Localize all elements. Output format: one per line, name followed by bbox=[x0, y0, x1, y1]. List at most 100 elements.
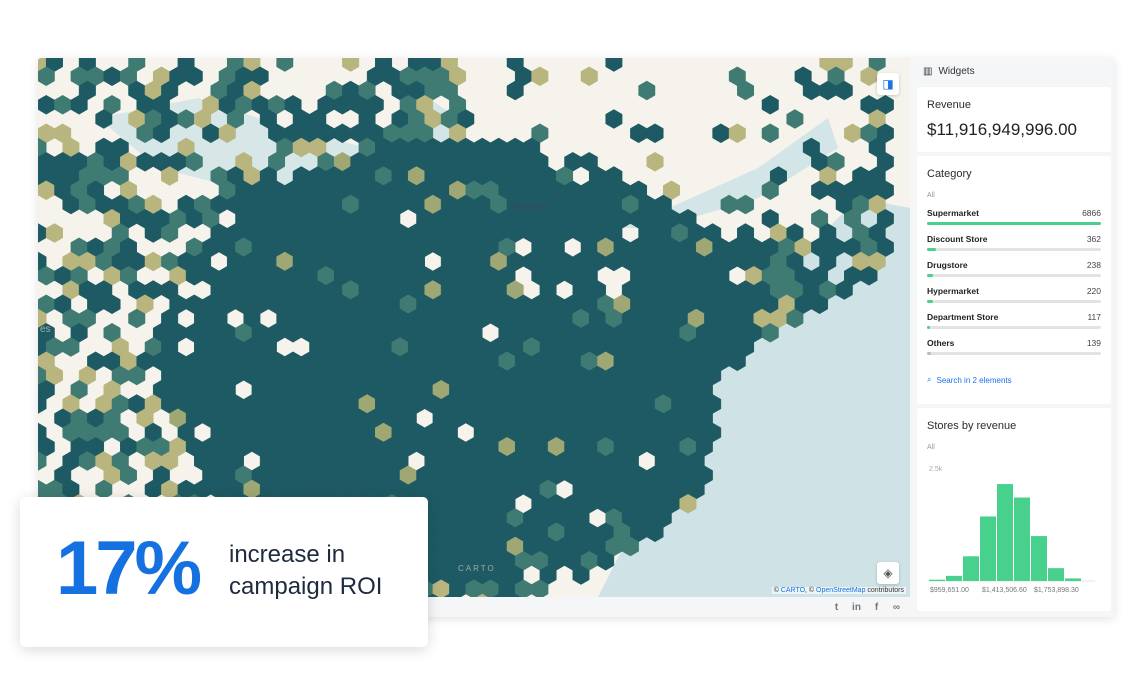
histogram-bar[interactable] bbox=[929, 579, 945, 581]
hex-cell[interactable] bbox=[761, 323, 779, 343]
revenue-value: $11,916,949,996.00 bbox=[927, 120, 1077, 139]
category-count: 362 bbox=[1086, 234, 1101, 244]
hex-cell[interactable] bbox=[728, 351, 746, 372]
facebook-icon[interactable]: f bbox=[874, 601, 879, 613]
histogram-bar[interactable] bbox=[997, 484, 1013, 581]
widgets-panel: ▥ Widgets Revenue $11,916,949,996.00 Cate… bbox=[915, 58, 1114, 617]
hex-cell[interactable] bbox=[425, 593, 441, 597]
link-icon[interactable]: ∞ bbox=[892, 601, 901, 613]
hex-cell[interactable] bbox=[638, 80, 656, 101]
hex-cell[interactable] bbox=[128, 365, 146, 386]
layers-button[interactable]: ◈ bbox=[877, 562, 899, 584]
stat-value: 17% bbox=[56, 526, 202, 611]
category-label: Discount Store bbox=[927, 234, 988, 244]
toggle-panel-button[interactable]: ◨ bbox=[877, 73, 899, 95]
category-item[interactable]: Hypermarket 220 bbox=[927, 286, 1101, 303]
hex-cell[interactable] bbox=[860, 266, 878, 286]
hex-cell[interactable] bbox=[70, 95, 88, 115]
hex-cell[interactable] bbox=[646, 123, 664, 144]
stores-title: Stores by revenue bbox=[927, 420, 1017, 432]
category-count: 238 bbox=[1086, 260, 1101, 270]
category-search-link[interactable]: ⌕ Search in 2 elements bbox=[927, 375, 1101, 385]
hex-cell[interactable] bbox=[185, 152, 203, 172]
search-label: Search in 2 elements bbox=[936, 375, 1012, 385]
hex-cell[interactable] bbox=[572, 565, 590, 585]
hex-cell[interactable] bbox=[786, 308, 804, 329]
hex-cell[interactable] bbox=[161, 223, 179, 243]
histogram[interactable]: 2.5k $959,651.00 $1,413,506.60 $1,753,898.3… bbox=[919, 453, 1097, 603]
category-item[interactable]: Supermarket 6866 bbox=[927, 208, 1101, 225]
hex-cell[interactable] bbox=[491, 593, 508, 597]
category-label: Drugstore bbox=[927, 260, 968, 270]
search-icon: ⌕ bbox=[927, 375, 932, 384]
hex-cell[interactable] bbox=[728, 123, 746, 144]
hex-cell[interactable] bbox=[342, 58, 360, 72]
map[interactable]: Toronto es CARTO ◨ ◈ © CARTO, © OpenStre… bbox=[38, 58, 910, 597]
hex-cell[interactable] bbox=[761, 180, 779, 201]
hex-cell[interactable] bbox=[605, 109, 623, 129]
hex-cell[interactable] bbox=[474, 593, 491, 597]
osm-link[interactable]: OpenStreetMap bbox=[816, 587, 866, 594]
category-item[interactable]: Drugstore 238 bbox=[927, 260, 1101, 277]
hex-cell[interactable] bbox=[811, 294, 829, 315]
histogram-bar[interactable] bbox=[1031, 536, 1047, 581]
hex-cell[interactable] bbox=[646, 522, 664, 543]
hex-cell[interactable] bbox=[38, 380, 55, 400]
hex-cell[interactable] bbox=[761, 95, 779, 115]
hex-cell[interactable] bbox=[786, 109, 804, 129]
widgets-icon: ▥ bbox=[923, 65, 933, 77]
hex-cell[interactable] bbox=[506, 80, 524, 101]
hex-cell[interactable] bbox=[38, 394, 47, 414]
histogram-bar[interactable] bbox=[980, 516, 996, 581]
hex-cell[interactable] bbox=[38, 66, 55, 87]
hex-cell[interactable] bbox=[45, 223, 63, 243]
hex-cell[interactable] bbox=[185, 66, 203, 87]
hex-cell[interactable] bbox=[441, 593, 458, 597]
category-item[interactable]: Department Store 117 bbox=[927, 312, 1101, 329]
hex-cell[interactable] bbox=[597, 551, 615, 571]
hex-cell[interactable] bbox=[128, 308, 146, 329]
category-widget: Category All Supermarket 6866 Discount Sto… bbox=[917, 156, 1111, 404]
hex-cell[interactable] bbox=[605, 58, 623, 72]
linkedin-icon[interactable]: in bbox=[852, 601, 861, 613]
hex-cell[interactable] bbox=[835, 280, 853, 300]
histogram-bar[interactable] bbox=[1014, 497, 1030, 581]
city-marker bbox=[543, 205, 547, 209]
attrib-mid: , © bbox=[805, 587, 817, 594]
hex-cell[interactable] bbox=[218, 123, 236, 144]
hex-cell[interactable] bbox=[95, 479, 113, 500]
hex-cell[interactable] bbox=[679, 494, 697, 514]
hex-cell[interactable] bbox=[103, 294, 121, 315]
hex-cell[interactable] bbox=[120, 465, 137, 486]
hex-cell[interactable] bbox=[38, 451, 47, 471]
caption-line-1: increase in bbox=[229, 541, 346, 568]
hex-cell[interactable] bbox=[580, 66, 598, 87]
hex-cell[interactable] bbox=[646, 152, 664, 172]
widgets-header: ▥ Widgets bbox=[915, 58, 1114, 84]
hex-cell[interactable] bbox=[152, 123, 170, 144]
histogram-bar[interactable] bbox=[1065, 578, 1081, 581]
hex-cell[interactable] bbox=[38, 437, 55, 457]
panel-icon: ◨ bbox=[882, 77, 894, 91]
hex-cell[interactable] bbox=[621, 536, 639, 557]
hex-cell[interactable] bbox=[276, 58, 294, 72]
hex-cell[interactable] bbox=[95, 109, 113, 129]
hex-cell[interactable] bbox=[737, 194, 755, 215]
category-item[interactable]: Discount Store 362 bbox=[927, 234, 1101, 251]
histogram-bar[interactable] bbox=[1048, 568, 1064, 581]
category-item[interactable]: Others 139 bbox=[927, 338, 1101, 355]
category-bar bbox=[927, 248, 1101, 251]
hex-cell[interactable] bbox=[737, 80, 755, 101]
twitter-icon[interactable]: t bbox=[834, 601, 839, 613]
histogram-bar[interactable] bbox=[946, 575, 962, 581]
hex-cell[interactable] bbox=[531, 579, 549, 597]
hex-cell[interactable] bbox=[761, 123, 779, 144]
hex-cell[interactable] bbox=[835, 80, 853, 101]
hex-cell[interactable] bbox=[161, 166, 179, 186]
hex-cell[interactable] bbox=[531, 66, 549, 87]
attrib-suffix: contributors bbox=[865, 587, 904, 594]
carto-link[interactable]: CARTO bbox=[780, 587, 806, 594]
histogram-bar[interactable] bbox=[963, 556, 979, 581]
hex-cell[interactable] bbox=[507, 593, 523, 597]
hex-cell[interactable] bbox=[62, 337, 80, 357]
